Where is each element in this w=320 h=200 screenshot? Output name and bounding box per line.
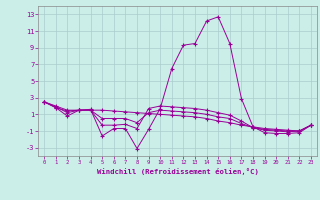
X-axis label: Windchill (Refroidissement éolien,°C): Windchill (Refroidissement éolien,°C)	[97, 168, 259, 175]
